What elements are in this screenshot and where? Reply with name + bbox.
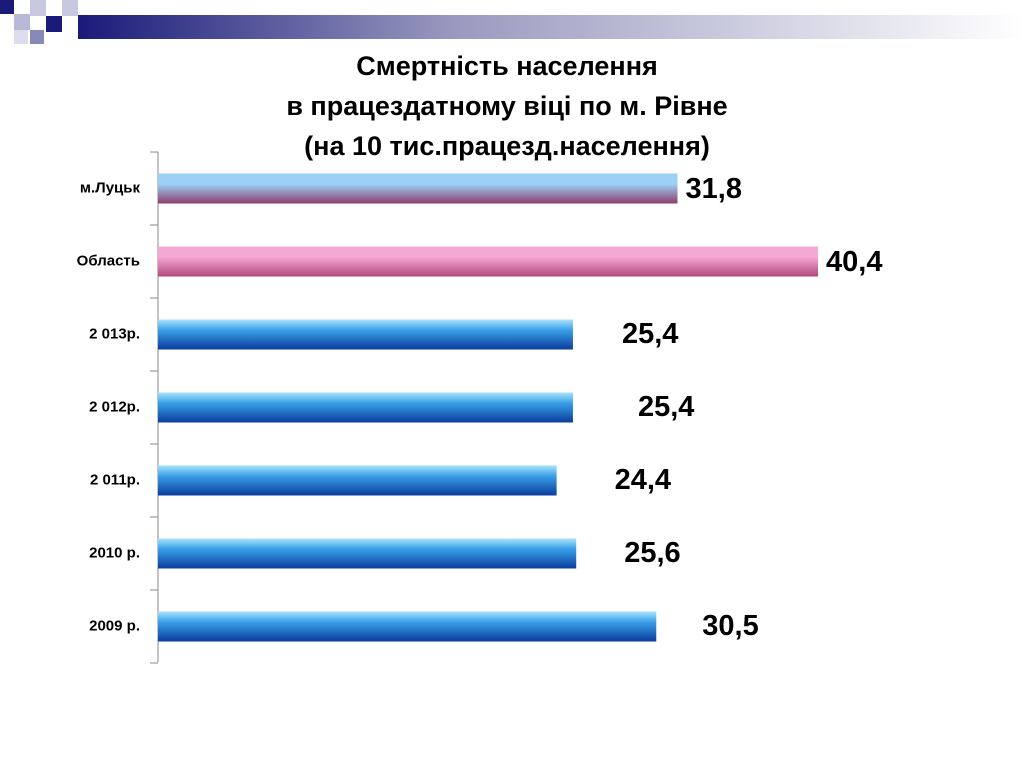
bar — [158, 611, 657, 642]
y-tick-label: 2 011р. — [90, 471, 140, 488]
bar — [158, 173, 678, 204]
bar — [158, 319, 573, 350]
value-label: 30,5 — [702, 610, 758, 642]
chart-title: Смертність населення — [356, 51, 658, 81]
chart-title: в працездатному віці по м. Рівне — [286, 91, 727, 121]
bar — [158, 538, 577, 569]
y-tick-label: 2009 р. — [89, 617, 140, 634]
decoration — [0, 0, 1024, 44]
y-tick-label: 2 013р. — [89, 325, 140, 342]
value-label: 25,6 — [624, 537, 680, 569]
value-label: 25,4 — [638, 391, 694, 423]
y-tick-label: м.Луцьк — [80, 179, 141, 196]
bar — [158, 246, 818, 277]
value-label: 25,4 — [622, 318, 678, 350]
bar — [158, 465, 557, 496]
bar — [158, 392, 573, 423]
value-label: 31,8 — [686, 173, 742, 205]
y-tick-label: 2010 р. — [89, 544, 140, 561]
y-tick-label: 2 012р. — [89, 398, 140, 415]
chart-title: (на 10 тис.працезд.населення) — [304, 131, 710, 161]
value-label: 40,4 — [826, 246, 882, 278]
y-tick-label: Область — [77, 252, 140, 269]
value-label: 24,4 — [615, 464, 671, 496]
